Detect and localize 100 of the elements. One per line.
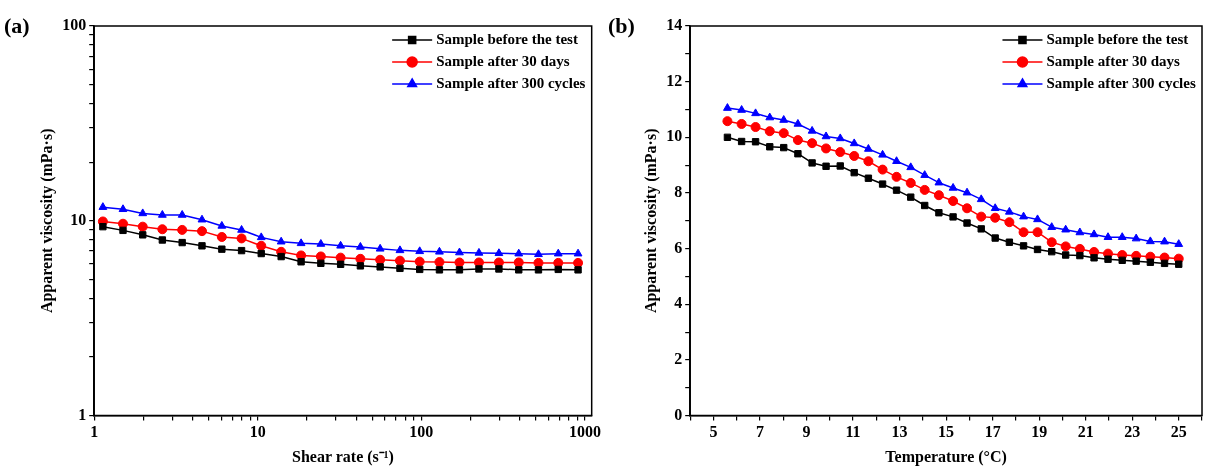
point: [765, 112, 775, 121]
point: [822, 162, 830, 170]
x-tick-label: 100: [409, 423, 434, 441]
point: [977, 225, 985, 233]
point: [766, 143, 774, 151]
point: [1033, 245, 1042, 254]
legend-label: Sample after 30 days: [436, 52, 570, 69]
point: [751, 138, 760, 146]
x-tick-label: 15: [938, 423, 955, 441]
point: [375, 254, 386, 265]
point: [158, 236, 167, 244]
point: [933, 190, 944, 201]
point: [864, 174, 873, 182]
point: [1060, 241, 1071, 252]
point: [1019, 242, 1028, 250]
point: [277, 252, 285, 261]
point: [778, 128, 789, 139]
point: [1074, 243, 1085, 254]
point: [949, 213, 957, 221]
point: [98, 202, 108, 210]
point: [455, 247, 464, 256]
point: [1103, 232, 1113, 240]
legend-label: Sample after 30 days: [1046, 52, 1181, 69]
text: (b): [608, 12, 635, 38]
y-axis-title: Apparent viscosity (mPa·s): [37, 128, 56, 314]
point: [514, 248, 524, 257]
point: [513, 257, 524, 268]
point: [118, 218, 128, 229]
point: [554, 265, 562, 274]
point: [948, 182, 958, 191]
point: [962, 203, 973, 214]
point: [573, 248, 583, 257]
point: [780, 143, 788, 152]
point: [1046, 237, 1057, 248]
point: [976, 211, 987, 222]
point: [1118, 256, 1126, 264]
point: [118, 204, 128, 213]
point: [751, 108, 760, 117]
point: [553, 257, 564, 268]
point: [892, 156, 901, 164]
point: [237, 246, 246, 255]
point: [892, 186, 901, 194]
point: [808, 159, 816, 167]
point: [119, 226, 127, 235]
y-tick-label: 6: [674, 238, 683, 256]
point: [990, 212, 1001, 223]
point: [907, 193, 915, 201]
point: [1174, 239, 1184, 247]
point: [1004, 206, 1014, 215]
point: [962, 187, 972, 196]
point: [1104, 255, 1112, 263]
point: [920, 170, 930, 178]
point: [919, 184, 930, 195]
point: [792, 135, 803, 146]
x-tick-label: 9: [802, 423, 811, 441]
point: [850, 168, 858, 177]
point: [475, 265, 483, 273]
point: [515, 266, 523, 274]
x-tick-label: 13: [891, 423, 908, 441]
point: [177, 224, 188, 235]
point: [1033, 214, 1042, 223]
point: [1018, 227, 1029, 238]
point: [1005, 238, 1014, 246]
point: [764, 126, 775, 137]
point: [878, 180, 887, 188]
point: [434, 257, 445, 268]
point: [455, 266, 464, 274]
point: [991, 234, 999, 242]
point: [1090, 254, 1098, 262]
y-axis-title: Apparent viscosity (mPa·s): [641, 128, 660, 314]
point: [157, 224, 168, 235]
point: [218, 245, 226, 253]
y-tick-label: 14: [666, 16, 683, 34]
point: [196, 226, 207, 237]
legend-label: Sample after 300 cycles: [1046, 74, 1196, 91]
point: [375, 243, 385, 252]
point: [257, 249, 265, 258]
y-tick-label: 8: [674, 183, 683, 201]
point: [376, 263, 384, 271]
point: [1047, 222, 1057, 230]
point: [396, 264, 404, 273]
point: [723, 133, 732, 141]
point: [905, 177, 916, 188]
point: [356, 241, 365, 250]
point: [878, 149, 887, 158]
point: [297, 258, 305, 266]
point: [723, 103, 732, 111]
point: [737, 137, 746, 146]
point: [138, 208, 148, 217]
point: [750, 122, 761, 133]
point: [435, 266, 444, 274]
x-tick-label: 19: [1031, 423, 1048, 441]
point: [217, 220, 227, 229]
point: [435, 246, 444, 255]
point: [157, 210, 167, 218]
y-tick-label: 100: [62, 16, 87, 34]
point: [316, 239, 326, 247]
point: [793, 118, 803, 127]
x-tick-label: 11: [845, 423, 861, 441]
point: [317, 259, 325, 267]
